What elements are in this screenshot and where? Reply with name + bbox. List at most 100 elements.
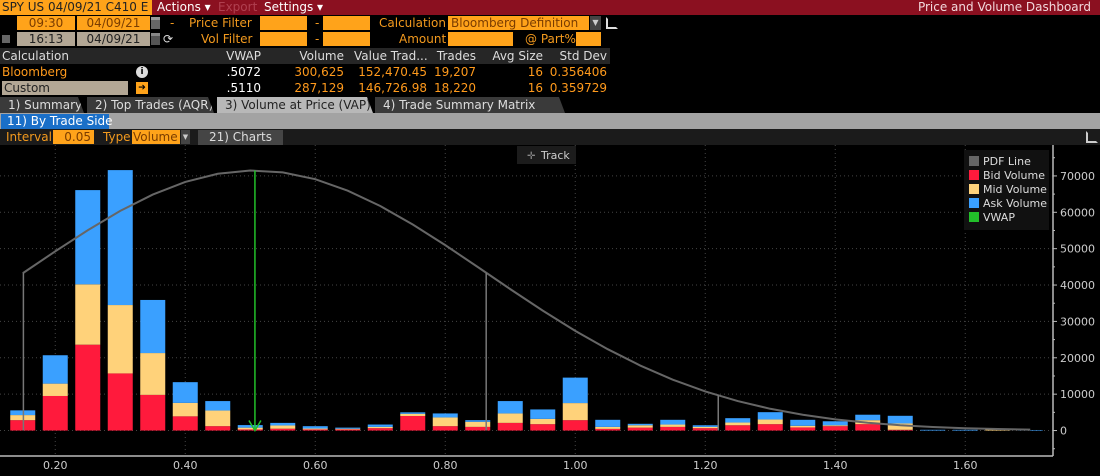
ask-bar [530, 409, 556, 419]
stats-header [0, 48, 610, 64]
ask-bar [497, 401, 523, 414]
x-tick-label: 1.40 [823, 459, 848, 472]
col-avg-size: Avg Size [492, 49, 543, 63]
bid-bar [822, 426, 848, 431]
ask-bar [822, 421, 848, 426]
mid-bar [140, 353, 166, 395]
bid-bar [692, 428, 718, 431]
chevron-down-icon[interactable]: ▼ [181, 130, 190, 144]
subtab-by-trade-side[interactable]: 11) By Trade Side [1, 114, 113, 129]
y-tick-label: 50000 [1060, 243, 1095, 256]
col-vwap: VWAP [226, 49, 261, 63]
calendar-icon[interactable] [151, 17, 160, 29]
settings-menu[interactable]: Settings ▾ [264, 0, 324, 14]
legend-label-pdf: PDF Line [983, 155, 1031, 168]
vol-min-input[interactable] [260, 32, 307, 46]
ask-bar [205, 401, 231, 411]
tab-trade-summary-matrix[interactable]: 4) Trade Summary Matrix (TSM) [375, 97, 565, 113]
ask-bar [1017, 429, 1043, 431]
vwap-value: .5110 [226, 81, 261, 95]
ask-bar [465, 420, 491, 422]
ask-bar [692, 425, 718, 427]
end-time-input[interactable]: 16:13 [17, 32, 75, 46]
legend-swatch-vwap [969, 212, 979, 222]
info-icon[interactable]: i [136, 66, 148, 78]
mid-bar [75, 284, 101, 345]
export-menu[interactable]: Export [218, 0, 258, 14]
y-tick-label: 20000 [1060, 352, 1095, 365]
amount-input[interactable] [448, 32, 513, 46]
ask-bar [400, 412, 426, 414]
range-dash: - [170, 16, 175, 30]
price-min-input[interactable] [260, 16, 307, 30]
start-time-input[interactable]: 09:30 [17, 16, 75, 30]
mid-bar [42, 383, 68, 396]
end-date-input[interactable]: 04/09/21 [77, 32, 150, 46]
participation-input[interactable] [576, 32, 601, 46]
track-label: Track [540, 149, 570, 162]
refresh-icon[interactable]: ⟳ [163, 32, 174, 46]
bid-bar [725, 425, 751, 431]
popout-icon[interactable] [606, 17, 618, 29]
col-value-traded: Value Trad... [354, 49, 428, 63]
amount-label: Amount [399, 32, 447, 46]
start-date-input[interactable]: 04/09/21 [77, 16, 150, 30]
mid-bar [237, 427, 263, 430]
track-button[interactable]: ✛ Track [517, 146, 576, 164]
mid-bar [465, 421, 491, 427]
ask-bar [75, 190, 101, 285]
tab-top-trades[interactable]: 2) Top Trades (AQR) [87, 97, 214, 113]
type-dropdown[interactable]: Volume [132, 130, 180, 144]
mid-bar [432, 417, 458, 427]
col-trades: Trades [436, 49, 476, 63]
chevron-down-icon[interactable]: ▼ [590, 16, 601, 30]
ask-bar [107, 170, 133, 306]
col-volume: Volume [299, 49, 344, 63]
x-tick-label: 0.80 [433, 459, 458, 472]
custom-dropdown[interactable]: Custom [2, 81, 128, 95]
charts-button[interactable]: 21) Charts [198, 130, 283, 145]
mid-bar [595, 426, 621, 429]
interval-input[interactable]: 0.05 [53, 130, 94, 144]
price-filter-label: Price Filter [189, 16, 252, 30]
y-tick-label: 0 [1060, 425, 1067, 438]
arrow-right-icon[interactable]: ➔ [136, 82, 148, 94]
interval-label: Interval [6, 130, 52, 144]
pdf-line [22, 169, 1031, 431]
legend-label-vwap: VWAP [983, 211, 1015, 224]
tab-volume-at-price[interactable]: 3) Volume at Price (VAP) [217, 97, 373, 113]
ask-bar [302, 426, 328, 429]
y-tick-label: 40000 [1060, 279, 1095, 292]
value-traded-value: 152,470.45 [358, 65, 427, 79]
y-tick-label: 30000 [1060, 315, 1095, 328]
actions-menu[interactable]: Actions ▾ [157, 0, 211, 14]
mid-bar [660, 424, 686, 427]
mid-bar [627, 425, 653, 428]
ticker-field[interactable]: SPY US 04/09/21 C410 E [0, 0, 152, 15]
price-max-input[interactable] [323, 16, 370, 30]
bid-bar [887, 429, 913, 431]
avg-size-value: 16 [527, 81, 543, 95]
page-title: Price and Volume Dashboard [917, 0, 1091, 14]
legend-label-mid: Mid Volume [983, 183, 1047, 196]
ask-bar [887, 415, 913, 424]
calculation-dropdown[interactable]: Bloomberg Definition [448, 16, 589, 30]
bid-bar [75, 344, 101, 431]
y-tick-label: 70000 [1060, 170, 1095, 183]
popout-icon[interactable] [1086, 131, 1098, 143]
mid-bar [725, 422, 751, 426]
legend-label-bid: Bid Volume [983, 169, 1045, 182]
legend-swatch-ask [969, 198, 979, 208]
mid-bar [367, 426, 393, 429]
volume-value: 300,625 [294, 65, 344, 79]
tab-summary[interactable]: 1) Summary [0, 97, 84, 113]
calendar-icon[interactable] [151, 33, 160, 45]
legend-swatch-bid [969, 170, 979, 180]
bid-bar [497, 422, 523, 431]
checkbox[interactable] [2, 35, 10, 43]
ask-bar [660, 419, 686, 425]
vol-max-input[interactable] [323, 32, 370, 46]
ask-bar [237, 425, 263, 428]
bid-bar [140, 394, 166, 431]
